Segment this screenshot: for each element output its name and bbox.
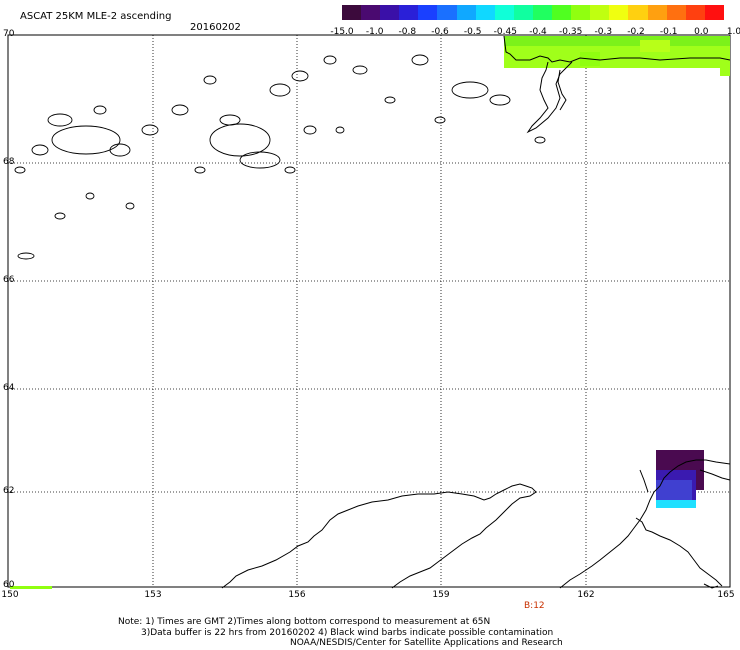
graticule: [8, 35, 730, 587]
lon-label-162: 162: [577, 590, 595, 600]
pass-time-label: B:12: [524, 601, 545, 611]
lat-label-68: 68: [3, 157, 15, 167]
colorbar-swatch: [418, 5, 438, 20]
wind-swath-edge: [10, 586, 52, 589]
colorbar-label: -1.0: [365, 27, 384, 37]
colorbar-label: -0.5: [463, 27, 482, 37]
colorbar-swatch: [437, 5, 457, 20]
colorbar-swatch: [513, 5, 533, 20]
colorbar-label: 1.0: [726, 27, 740, 37]
colorbar: [342, 5, 724, 20]
note-line-1: Note: 1) Times are GMT 2)Times along bot…: [118, 617, 491, 627]
colorbar-label: -0.45: [493, 27, 517, 37]
colorbar-swatch: [666, 5, 686, 20]
lon-label-153: 153: [144, 590, 162, 600]
date-label: 20160202: [190, 22, 241, 33]
wind-swath-south: [656, 450, 704, 508]
colorbar-labels: -15.0 -1.0 -0.8 -0.6 -0.5 -0.45 -0.4 -0.35 -0.3 -…: [330, 27, 740, 39]
colorbar-label: -0.3: [594, 27, 613, 37]
colorbar-swatch: [532, 5, 553, 20]
colorbar-swatch: [361, 5, 381, 20]
colorbar-swatch: [475, 5, 495, 20]
colorbar-swatch: [380, 5, 400, 20]
coastline: [221, 35, 731, 589]
colorbar-label: -0.8: [398, 27, 417, 37]
colorbar-label: -15.0: [330, 27, 354, 37]
colorbar-swatch: [685, 5, 705, 20]
note-line-3: NOAA/NESDIS/Center for Satellite Applica…: [290, 638, 563, 648]
colorbar-swatch: [704, 5, 724, 20]
colorbar-label: -0.1: [659, 27, 678, 37]
colorbar-label: -0.6: [431, 27, 449, 37]
colorbar-label: 0.0: [694, 27, 709, 37]
lat-label-62: 62: [3, 486, 15, 496]
map-frame: [7, 34, 731, 588]
colorbar-swatch: [399, 5, 419, 20]
colorbar-swatch: [494, 5, 514, 20]
colorbar-swatch: [552, 5, 572, 20]
colorbar-label: -0.4: [529, 27, 547, 37]
lat-label-60: 60: [3, 580, 15, 590]
ice-features: [14, 54, 546, 260]
colorbar-swatch: [456, 5, 476, 20]
colorbar-swatch: [571, 5, 591, 20]
colorbar-label: -0.2: [627, 27, 645, 37]
colorbar-swatch: [590, 5, 610, 20]
colorbar-swatch: [628, 5, 648, 20]
lat-label-70: 70: [3, 29, 15, 39]
colorbar-swatch: [647, 5, 667, 20]
colorbar-label: -0.35: [559, 27, 583, 37]
lon-label-156: 156: [288, 590, 306, 600]
wind-swath-north: [504, 36, 730, 76]
colorbar-swatch: [609, 5, 629, 20]
lat-label-64: 64: [3, 383, 15, 393]
title: ASCAT 25KM MLE-2 ascending: [20, 11, 172, 22]
lat-label-66: 66: [3, 275, 15, 285]
lon-label-165: 165: [717, 590, 735, 600]
colorbar-swatch: [342, 5, 362, 20]
lon-label-150: 150: [1, 590, 19, 600]
note-line-2: 3)Data buffer is 22 hrs from 20160202 4)…: [141, 627, 554, 638]
lon-label-159: 159: [432, 590, 450, 600]
